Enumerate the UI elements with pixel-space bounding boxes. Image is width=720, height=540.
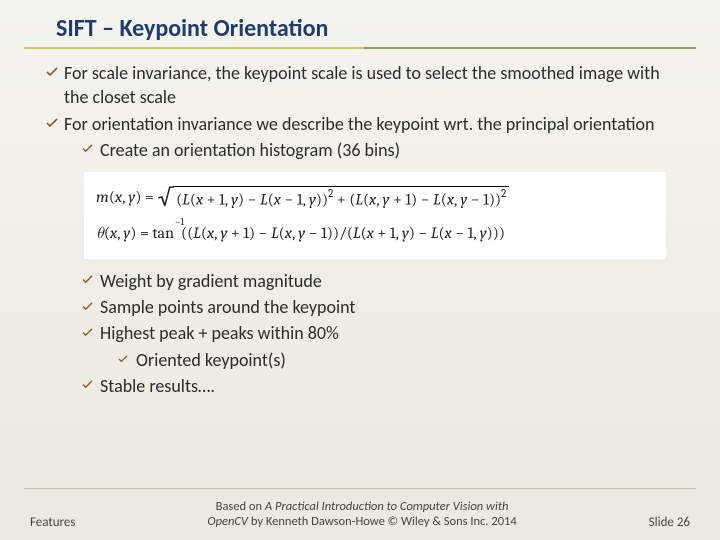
- title-underline: [24, 47, 364, 49]
- bullet-level3: Oriented keypoint(s): [44, 348, 676, 372]
- bullet-text: Highest peak + peaks within 80%: [100, 321, 676, 345]
- bullet-level1: For orientation invariance we describe t…: [44, 112, 676, 136]
- bullet-tick-icon: [46, 112, 64, 134]
- bullet-text: Sample points around the keypoint: [100, 295, 676, 319]
- slide-footer: Features Based on A Practical Introducti…: [0, 499, 720, 530]
- footer-left: Features: [30, 515, 75, 530]
- bullet-level2: Sample points around the keypoint: [44, 295, 676, 319]
- bullet-level2: Weight by gradient magnitude: [44, 269, 676, 293]
- footer-book-line2: OpenCV: [207, 514, 248, 529]
- equation-block: m(x, y) = √ (L(x + 1, y) − L(x − 1, y))2…: [84, 172, 666, 259]
- equation-magnitude: m(x, y) = √ (L(x + 1, y) − L(x − 1, y))2…: [96, 180, 654, 217]
- bullet-tick-icon: [118, 348, 136, 370]
- bullet-tick-icon: [82, 295, 100, 317]
- bullet-text: Weight by gradient magnitude: [100, 269, 676, 293]
- bullet-tick-icon: [82, 321, 100, 343]
- footer-rule: [24, 488, 696, 490]
- bullet-tick-icon: [82, 269, 100, 291]
- title-text: SIFT – Keypoint Orientation: [56, 14, 328, 43]
- bullet-text: For scale invariance, the keypoint scale…: [64, 61, 676, 110]
- footer-center: Based on A Practical Introduction to Com…: [75, 499, 648, 530]
- bullet-text: Oriented keypoint(s): [136, 348, 676, 372]
- bullet-text: Stable results….: [100, 374, 676, 398]
- footer-right: Slide 26: [649, 515, 690, 530]
- bullet-tick-icon: [46, 61, 64, 83]
- bullet-level1: For scale invariance, the keypoint scale…: [44, 61, 676, 110]
- bullet-level2: Create an orientation histogram (36 bins…: [44, 138, 676, 162]
- bullet-tick-icon: [82, 138, 100, 160]
- bullet-text: For orientation invariance we describe t…: [64, 112, 676, 136]
- slide-content: For scale invariance, the keypoint scale…: [0, 61, 720, 398]
- footer-rest: by Kenneth Dawson-Howe © Wiley & Sons In…: [248, 514, 517, 529]
- bullet-level2: Highest peak + peaks within 80%: [44, 321, 676, 345]
- bullet-text: Create an orientation histogram (36 bins…: [100, 138, 676, 162]
- slide-title: SIFT – Keypoint Orientation: [24, 0, 696, 49]
- equation-orientation: θ(x, y) = tan−1 ((L(x, y + 1) − L(x, y −…: [96, 217, 654, 251]
- bullet-tick-icon: [82, 374, 100, 396]
- bullet-level2: Stable results….: [44, 374, 676, 398]
- footer-prefix: Based on: [216, 499, 265, 514]
- footer-book-line1: A Practical Introduction to Computer Vis…: [265, 499, 509, 514]
